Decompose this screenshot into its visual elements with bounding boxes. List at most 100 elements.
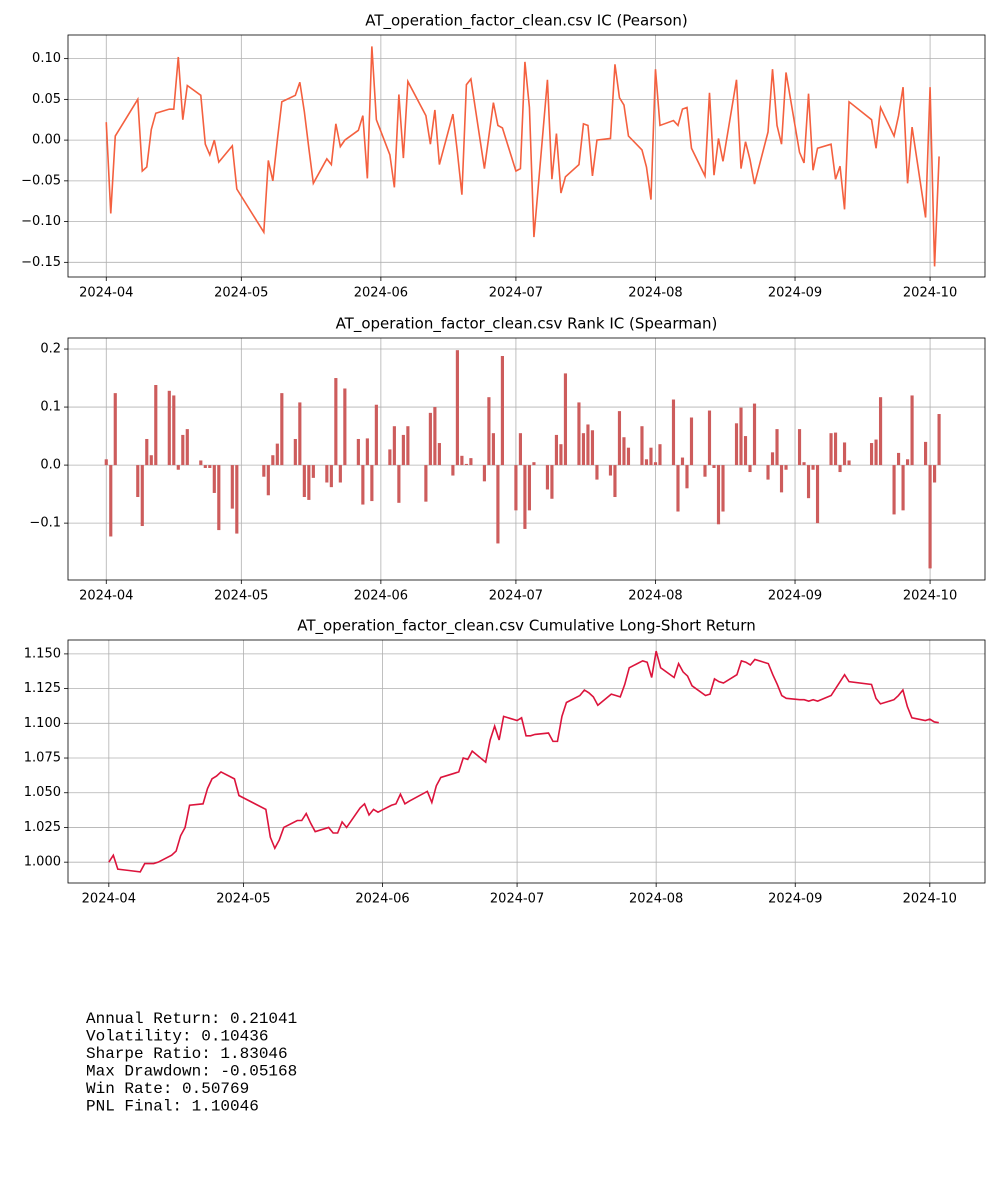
bar [212, 465, 216, 493]
x-tick-label: 2024-06 [355, 892, 409, 907]
data-line [105, 46, 940, 267]
y-tick-label: −0.05 [21, 173, 61, 188]
bar [707, 410, 712, 466]
bar [181, 434, 185, 466]
bar [689, 417, 694, 466]
bar [469, 458, 473, 466]
bar [658, 444, 662, 466]
bar [928, 465, 932, 569]
bar [811, 465, 815, 470]
bar [113, 393, 117, 466]
bar [325, 465, 329, 483]
bar [716, 465, 721, 525]
bar [748, 465, 752, 473]
bar [230, 465, 234, 509]
stat-line: Win Rate: 0.50769 [86, 1080, 249, 1098]
y-tick-label: −0.10 [21, 214, 61, 229]
bar [518, 433, 522, 466]
x-tick-label: 2024-04 [79, 589, 133, 604]
y-tick-label: 0.0 [40, 458, 61, 473]
bar [901, 465, 905, 511]
bar [685, 465, 689, 489]
bar [734, 423, 739, 466]
plot-frame [67, 639, 986, 884]
bar [311, 465, 315, 478]
y-tick-label: 1.150 [24, 646, 61, 661]
y-tick-label: 1.100 [24, 716, 61, 731]
subplot: AT_operation_factor_clean.csv Cumulative… [24, 617, 986, 907]
x-tick-label: 2024-05 [214, 286, 268, 301]
x-tick-label: 2024-09 [768, 589, 822, 604]
stat-line: Volatility: 0.10436 [86, 1028, 268, 1046]
bar [550, 465, 554, 499]
bar [937, 414, 941, 466]
bar [563, 373, 568, 466]
x-tick-label: 2024-06 [354, 589, 408, 604]
x-tick-label: 2024-10 [903, 286, 957, 301]
bar [176, 465, 180, 470]
bar [829, 433, 833, 466]
bar [933, 465, 937, 483]
y-tick-label: 1.050 [24, 785, 61, 800]
bar [644, 459, 649, 466]
x-tick-label: 2024-07 [490, 892, 544, 907]
bar [145, 438, 149, 466]
bar [374, 404, 378, 466]
x-tick-label: 2024-04 [79, 286, 133, 301]
bar [338, 465, 342, 483]
bar [109, 465, 113, 537]
bar [752, 403, 757, 466]
stat-line: Max Drawdown: -0.05168 [86, 1063, 297, 1081]
bar [847, 460, 851, 466]
bar [388, 449, 392, 466]
bar [577, 402, 581, 466]
bar [896, 452, 901, 466]
bar [838, 465, 842, 473]
bar [203, 465, 207, 468]
bar [721, 465, 725, 512]
bar [149, 455, 153, 466]
y-tick-label: 0.00 [32, 133, 61, 148]
plot-frame [67, 337, 986, 581]
bar [595, 465, 599, 480]
bar [924, 441, 928, 466]
y-tick-label: 1.125 [24, 681, 61, 696]
y-tick-label: 1.025 [24, 820, 61, 835]
bar [370, 465, 374, 502]
y-tick-label: 0.1 [40, 400, 61, 415]
y-tick-label: 1.000 [24, 855, 61, 870]
bar [217, 465, 221, 531]
bar [451, 465, 455, 476]
bar [532, 462, 536, 466]
bar [235, 465, 239, 534]
bar [559, 444, 563, 466]
bar [617, 411, 622, 466]
bar [806, 465, 811, 499]
x-tick-label: 2024-10 [903, 892, 957, 907]
bar [343, 388, 347, 466]
x-tick-label: 2024-07 [489, 286, 543, 301]
bar [356, 438, 360, 466]
bar [460, 455, 464, 466]
bar [433, 407, 437, 466]
bar [869, 443, 874, 466]
bar [401, 434, 405, 466]
bar [671, 399, 676, 466]
bar [905, 459, 910, 466]
x-tick-label: 2024-06 [354, 286, 408, 301]
bar [154, 385, 158, 466]
bar [406, 426, 410, 466]
bar [140, 465, 144, 527]
bar [293, 438, 297, 466]
bar [545, 465, 550, 490]
bar [653, 462, 658, 466]
bar [424, 465, 428, 502]
x-tick-label: 2024-09 [768, 892, 822, 907]
y-tick-label: 0.05 [32, 92, 61, 107]
x-tick-label: 2024-08 [629, 892, 683, 907]
bar [649, 447, 653, 466]
bar [779, 465, 784, 493]
bar [527, 465, 532, 511]
bar [397, 465, 401, 503]
bar [455, 350, 459, 466]
